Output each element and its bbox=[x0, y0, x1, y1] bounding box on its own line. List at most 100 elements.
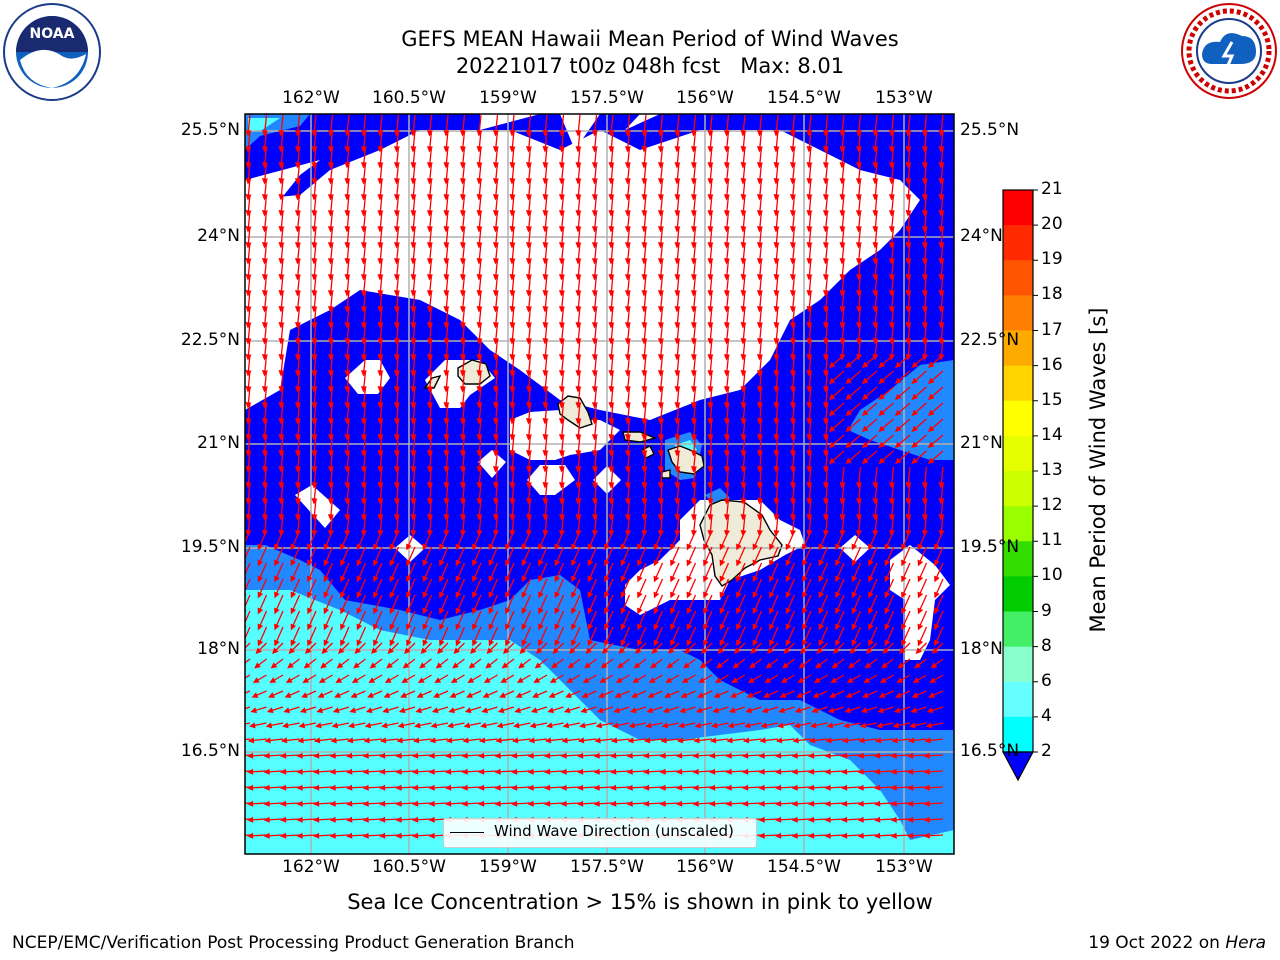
wave-direction-arrowhead bbox=[428, 800, 435, 807]
wave-direction-arrowhead bbox=[389, 623, 396, 631]
wave-direction-arrowhead bbox=[561, 737, 568, 744]
lon-tick-bottom: 159°W bbox=[479, 857, 537, 877]
wave-direction-arrowhead bbox=[841, 816, 848, 823]
wave-direction-arrowhead bbox=[884, 639, 891, 647]
wave-direction-arrowhead bbox=[612, 722, 619, 729]
wave-direction-arrowhead bbox=[845, 441, 853, 448]
wave-direction-arrowhead bbox=[618, 647, 625, 654]
wave-direction-arrowhead bbox=[927, 377, 935, 384]
wave-direction-arrowhead bbox=[828, 393, 836, 400]
wave-direction-arrowhead bbox=[519, 647, 526, 654]
colorbar-band bbox=[1003, 365, 1033, 402]
wave-direction-arrowhead bbox=[851, 559, 858, 567]
wave-direction-arrowhead bbox=[884, 543, 891, 551]
wave-direction-arrowhead bbox=[395, 800, 402, 807]
hole-7 bbox=[295, 485, 340, 528]
wave-direction-arrowhead bbox=[703, 623, 709, 631]
wave-direction-arrowhead bbox=[488, 575, 495, 583]
wave-direction-arrowhead bbox=[851, 623, 858, 631]
wave-direction-arrowhead bbox=[472, 575, 478, 583]
wave-direction-arrowhead bbox=[538, 607, 544, 615]
wave-direction-arrowhead bbox=[527, 752, 534, 759]
wave-direction-arrowhead bbox=[455, 591, 462, 599]
wave-direction-arrowhead bbox=[527, 784, 534, 791]
wave-direction-arrowhead bbox=[428, 768, 435, 775]
wave-direction-arrowhead bbox=[791, 784, 798, 791]
lat-tick-left: 19.5°N bbox=[180, 537, 240, 557]
wave-direction-arrowhead bbox=[717, 647, 724, 654]
wave-direction-arrowhead bbox=[263, 800, 270, 807]
wave-direction-arrowhead bbox=[283, 707, 291, 714]
wave-direction-arrowhead bbox=[653, 607, 660, 615]
wave-direction-arrowhead bbox=[714, 677, 722, 683]
wave-direction-arrowhead bbox=[681, 677, 689, 683]
wave-direction-arrowhead bbox=[428, 832, 435, 839]
wave-direction-arrowhead bbox=[290, 591, 297, 599]
wave-direction-arrowhead bbox=[750, 647, 757, 654]
wave-direction-arrowhead bbox=[350, 692, 358, 698]
wave-direction-arrowhead bbox=[934, 623, 940, 631]
wave-direction-arrowhead bbox=[415, 707, 423, 714]
wave-direction-arrowhead bbox=[861, 441, 869, 448]
lat-tick-left: 25.5°N bbox=[180, 120, 240, 140]
wave-direction-arrowhead bbox=[846, 677, 854, 683]
wave-direction-arrowhead bbox=[610, 784, 617, 791]
wave-direction-arrowhead bbox=[851, 543, 858, 551]
wave-direction-arrowhead bbox=[923, 832, 930, 839]
wave-direction-arrowhead bbox=[686, 623, 693, 631]
wave-direction-arrowhead bbox=[604, 543, 610, 551]
wave-direction-arrowhead bbox=[254, 662, 261, 669]
wave-direction-arrowhead bbox=[530, 707, 538, 714]
wave-direction-arrowhead bbox=[653, 639, 660, 647]
colorbar-band bbox=[1003, 541, 1033, 577]
wave-direction-arrowhead bbox=[313, 737, 321, 744]
wave-direction-arrowhead bbox=[862, 692, 869, 698]
footer-right: 19 Oct 2022 on Hera bbox=[1088, 933, 1266, 953]
wave-direction-arrowhead bbox=[505, 591, 511, 599]
wave-direction-arrowhead bbox=[896, 677, 904, 683]
wave-direction-arrowhead bbox=[878, 441, 886, 448]
wave-direction-arrowhead bbox=[505, 607, 511, 615]
wave-direction-arrowhead bbox=[927, 425, 935, 432]
wave-direction-arrowhead bbox=[818, 575, 825, 583]
wave-direction-arrowhead bbox=[483, 677, 491, 683]
wave-direction-arrowhead bbox=[915, 647, 922, 654]
wave-direction-arrowhead bbox=[280, 768, 287, 775]
wave-direction-arrowhead bbox=[736, 623, 742, 631]
wave-direction-arrowhead bbox=[488, 543, 495, 551]
wave-direction-arrowhead bbox=[346, 800, 353, 807]
wave-direction-arrowhead bbox=[851, 575, 858, 583]
wave-direction-arrowhead bbox=[428, 784, 435, 791]
wave-direction-arrowhead bbox=[907, 737, 915, 744]
wave-direction-arrowhead bbox=[824, 816, 831, 823]
wave-direction-arrowhead bbox=[263, 752, 270, 759]
wave-direction-arrowhead bbox=[678, 722, 685, 729]
wave-direction-arrowhead bbox=[907, 832, 914, 839]
wave-direction-arrowhead bbox=[719, 575, 726, 583]
wave-direction-arrowhead bbox=[828, 457, 836, 464]
wave-direction-arrowhead bbox=[439, 623, 445, 631]
colorbar-tick-label: 9 bbox=[1041, 600, 1052, 621]
wave-direction-arrowhead bbox=[929, 677, 937, 683]
wave-direction-arrowhead bbox=[925, 722, 933, 729]
wave-direction-arrowhead bbox=[785, 639, 792, 647]
wave-direction-arrowhead bbox=[610, 800, 617, 807]
wave-direction-arrowhead bbox=[637, 639, 643, 647]
wave-direction-arrowhead bbox=[554, 607, 561, 615]
wave-direction-arrowhead bbox=[478, 752, 485, 759]
wave-direction-arrowhead bbox=[653, 591, 660, 599]
wave-direction-arrowhead bbox=[349, 707, 357, 714]
wave-direction-arrowhead bbox=[650, 662, 657, 669]
wave-direction-arrowhead bbox=[785, 591, 792, 599]
wave-direction-arrowhead bbox=[891, 737, 898, 744]
wave-direction-arrowhead bbox=[257, 623, 264, 631]
wave-direction-arrowhead bbox=[290, 607, 297, 615]
wave-direction-arrowhead bbox=[785, 575, 792, 583]
wave-direction-arrowhead bbox=[562, 722, 570, 729]
wave-direction-arrow bbox=[245, 690, 251, 694]
wave-direction-arrowhead bbox=[340, 559, 346, 567]
wave-direction-arrowhead bbox=[514, 707, 522, 714]
wave-direction-arrowhead bbox=[811, 707, 819, 714]
wave-direction-arrowhead bbox=[694, 722, 702, 729]
nws-logo bbox=[1180, 2, 1278, 100]
